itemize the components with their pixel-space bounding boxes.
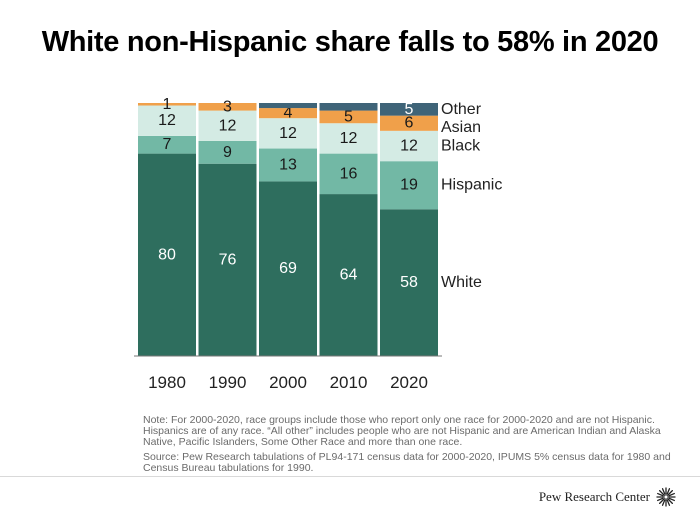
bar-segment-white-1980 [138,153,196,356]
x-tick-label-2010: 2010 [330,373,368,392]
bar-segment-other-2000 [259,103,317,109]
data-label-asian-2000: 4 [284,105,293,122]
bar-segment-other-2010 [319,103,378,111]
data-label-black-2010: 12 [340,130,358,147]
bar-segment-black-2020 [380,130,438,162]
legend-label-black: Black [441,138,481,155]
data-label-hispanic-2000: 13 [279,156,297,173]
bar-segment-white-1990 [198,163,257,356]
bar-segment-asian-2010 [319,110,378,124]
data-label-asian-1990: 3 [223,98,232,115]
bar-segment-white-2020 [380,209,438,356]
bar-segment-hispanic-1990 [198,140,257,164]
legend-label-hispanic: Hispanic [441,177,502,194]
bar-segment-asian-2000 [259,108,317,119]
x-tick-label-2020: 2020 [390,373,428,392]
bar-segment-black-2010 [319,123,378,154]
bar-segment-white-2010 [319,194,378,356]
data-label-black-1990: 12 [219,117,237,134]
data-label-asian-2010: 5 [344,108,353,125]
bar-segment-hispanic-1980 [138,135,196,154]
bar-segment-asian-2020 [380,115,438,131]
bar-segment-black-1980 [138,105,196,136]
data-label-asian-2020: 6 [405,115,414,132]
footer-divider [0,476,700,477]
data-label-hispanic-2010: 16 [340,165,358,182]
x-tick-label-1980: 1980 [148,373,186,392]
brand-block: Pew Research Center [539,487,676,507]
data-label-hispanic-1980: 7 [163,136,172,153]
note-text: Note: For 2000-2020, race groups include… [143,414,661,448]
bar-segment-asian-1980 [138,103,196,106]
data-label-white-2010: 64 [340,267,358,284]
chart-notes: Note: For 2000-2020, race groups include… [143,415,673,478]
data-label-black-1980: 12 [158,112,176,129]
chart-title: White non-Hispanic share falls to 58% in… [41,26,659,58]
bar-segment-black-1990 [198,110,257,141]
stacked-bar-chart: 8071211980769123199069131242000641612520… [134,96,502,392]
bar-segment-white-2000 [259,181,317,356]
brand-name: Pew Research Center [538,489,650,504]
bar-segment-hispanic-2020 [380,161,438,210]
bar-segment-other-2020 [380,103,438,116]
data-label-asian-1980: 1 [163,96,172,113]
bar-segment-asian-1990 [198,103,257,111]
data-label-black-2000: 12 [279,125,297,142]
data-label-hispanic-2020: 19 [400,177,418,194]
legend-label-white: White [441,274,482,291]
data-label-black-2020: 12 [400,138,418,155]
bar-segment-hispanic-2000 [259,148,317,182]
pew-logo-icon [656,487,676,507]
bar-segment-hispanic-2010 [319,153,378,195]
data-label-white-2020: 58 [400,274,418,291]
data-label-other-2020: 5 [405,101,414,118]
legend-label-asian: Asian [441,119,481,136]
source-text: Source: Pew Research tabulations of PL94… [143,451,671,474]
x-tick-label-1990: 1990 [209,373,247,392]
data-label-white-2000: 69 [279,260,297,277]
legend-label-other: Other [441,101,482,118]
data-label-white-1990: 76 [219,251,237,268]
data-label-white-1980: 80 [158,246,176,263]
bar-segment-black-2000 [259,118,317,149]
data-label-hispanic-1990: 9 [223,144,232,161]
x-tick-label-2000: 2000 [269,373,307,392]
